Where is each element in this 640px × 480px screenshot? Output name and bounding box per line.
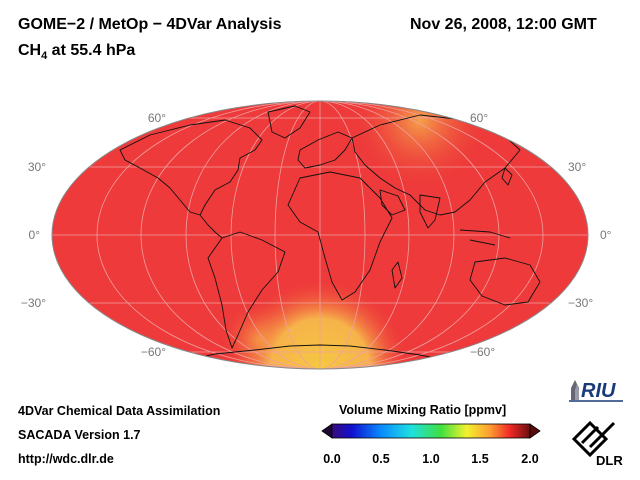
lat-label: −30° (21, 296, 46, 310)
colorbar-tick: 2.0 (521, 452, 539, 466)
footer-url: http://wdc.dlr.de (18, 452, 114, 466)
lat-label: 60° (148, 111, 166, 125)
riu-logo-text: RIU (581, 380, 616, 402)
colorbar-tick: 1.5 (471, 452, 489, 466)
map-datetime: Nov 26, 2008, 12:00 GMT (410, 16, 597, 33)
lat-label: 30° (28, 160, 46, 174)
colorbar-gradient (331, 423, 531, 439)
riu-logo: RIU (569, 380, 623, 402)
colorbar-tick: 0.5 (372, 452, 390, 466)
globe-outline (51, 100, 589, 370)
lat-label: −60° (141, 345, 166, 359)
map-title: GOME−2 / MetOp − 4DVar Analysis (18, 16, 282, 33)
lat-label: 0° (29, 228, 41, 242)
lat-label: −60° (470, 345, 495, 359)
lat-label: 60° (470, 111, 488, 125)
colorbar (321, 423, 541, 439)
lat-label: 0° (600, 228, 612, 242)
latitude-labels: 60° 30° 0° −30° −60° 60° 30° 0° −30° −60… (21, 111, 612, 359)
dlr-logo-text: DLR (596, 453, 623, 468)
globe-field (52, 101, 588, 369)
colorbar-min-arrow (321, 423, 333, 439)
colorbar-tick: 0.0 (323, 452, 341, 466)
dlr-logo: DLR (571, 420, 623, 468)
footer-line: 4DVar Chemical Data Assimilation (18, 404, 221, 418)
lat-label: −30° (568, 296, 593, 310)
coastlines (119, 105, 559, 363)
lat-label: 30° (568, 160, 586, 174)
colorbar-max-arrow (529, 423, 541, 439)
colorbar-title: Volume Mixing Ratio [ppmv] (339, 403, 507, 417)
colorbar-tick: 1.0 (422, 452, 440, 466)
map-subtitle: CH4 at 55.4 hPa (18, 42, 136, 63)
graticule (52, 101, 588, 369)
footer-line: SACADA Version 1.7 (18, 428, 141, 442)
